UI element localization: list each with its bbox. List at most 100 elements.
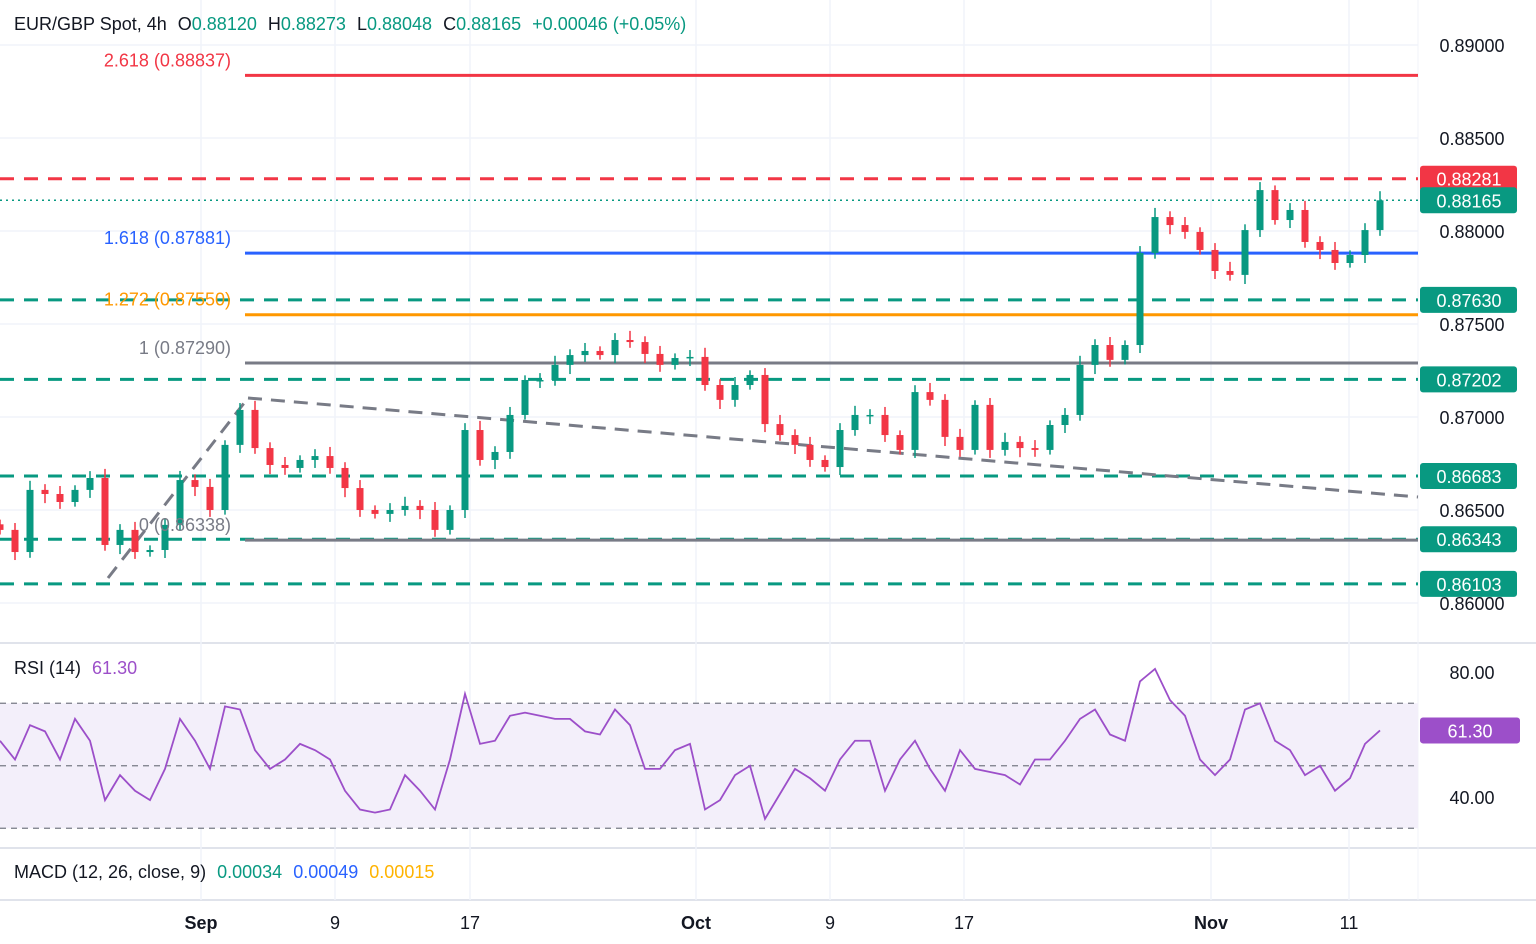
candle-body [581, 350, 589, 356]
price-tag-text: 0.87202 [1436, 370, 1501, 390]
candle-body [536, 379, 544, 382]
candle-body [881, 414, 889, 436]
price-axis[interactable]: 80.00 40.00 61.30 0.89000 0.88500 0.88000 0.87… [1420, 36, 1520, 808]
rsi-tick: 80.00 [1449, 663, 1494, 683]
symbol-title: EUR/GBP Spot, 4h [14, 14, 167, 34]
candle-body [431, 510, 439, 530]
candle-body [1106, 345, 1114, 360]
change-value: +0.00046 (+0.05%) [532, 14, 687, 34]
candle-body [551, 364, 559, 380]
rsi-legend: RSI (14) 61.30 [14, 658, 143, 679]
candle-body [101, 478, 109, 545]
candle-body [0, 524, 4, 530]
price-tag-text: 0.86343 [1436, 530, 1501, 550]
candle-body [596, 350, 604, 356]
macd-value: 0.00034 [217, 862, 283, 882]
time-tick: 9 [330, 913, 340, 933]
candle-body [176, 480, 184, 525]
price-tick: 0.87500 [1439, 315, 1504, 335]
candle-body [356, 488, 364, 510]
candle-body [701, 356, 709, 386]
candle-body [866, 414, 874, 417]
horizontal-levels [0, 177, 1418, 586]
candle-body [911, 392, 919, 450]
candle-body [1241, 230, 1249, 275]
candle-body [1046, 424, 1054, 450]
price-tag-0.88281 [1420, 165, 1517, 192]
time-tick: 9 [825, 913, 835, 933]
candle-body [1301, 209, 1309, 242]
candle-body [161, 524, 169, 550]
candle-body [1001, 441, 1009, 450]
price-tick: 0.86000 [1439, 594, 1504, 614]
candle-body [776, 424, 784, 436]
price-tick: 0.88000 [1439, 222, 1504, 242]
fibonacci-levels [245, 73, 1418, 542]
candle-body [641, 342, 649, 354]
price-tag-0.86103 [1420, 570, 1517, 597]
candle-body [401, 505, 409, 510]
candle-body [251, 409, 259, 449]
candle-body [281, 464, 289, 468]
price-tick: 0.89000 [1439, 36, 1504, 56]
candle-body [746, 374, 754, 386]
close-value: 0.88165 [456, 14, 522, 34]
fib-label: 1.272 (0.87550) [104, 290, 231, 310]
time-tick: Nov [1194, 913, 1228, 933]
candle-body [1271, 190, 1279, 221]
candle-body [1151, 217, 1159, 253]
candle-body [326, 456, 334, 468]
candle-body [671, 358, 679, 365]
candle-body [656, 353, 664, 365]
candle-body [266, 448, 274, 465]
macd-legend: MACD (12, 26, close, 9) 0.00034 0.00049 … [14, 862, 440, 883]
time-tick: Oct [681, 913, 711, 933]
candle-body [791, 435, 799, 445]
candle-body [341, 467, 349, 489]
candle-body [731, 385, 739, 400]
candles [0, 182, 1384, 561]
fib-label: 1.618 (0.87881) [104, 228, 231, 248]
low-label: L [356, 14, 367, 34]
candle-body [1346, 254, 1354, 263]
rsi-panel [0, 667, 1418, 829]
price-tick: 0.86500 [1439, 501, 1504, 521]
candle-body [761, 374, 769, 425]
candle-body [986, 404, 994, 450]
price-tag-text: 0.88165 [1436, 191, 1501, 211]
fib-labels: 2.618 (0.88837) 1.618 (0.87881) 1.272 (0.8… [104, 50, 231, 535]
candle-body [461, 430, 469, 510]
trend-line-falling[interactable] [247, 396, 1419, 499]
candle-body [221, 444, 229, 510]
price-tag-0.87630 [1420, 286, 1517, 313]
rsi-tag-text: 61.30 [1447, 721, 1492, 741]
price-tag-0.86343 [1420, 526, 1517, 553]
candle-body [1121, 345, 1129, 360]
candle-body [1256, 190, 1264, 231]
candle-body [71, 489, 79, 503]
candle-body [896, 435, 904, 450]
symbol-legend: EUR/GBP Spot, 4h O0.88120 H0.88273 L0.88… [14, 14, 692, 35]
close-label: C [443, 14, 457, 34]
candle-body [1076, 364, 1084, 415]
candle-body [1181, 225, 1189, 232]
candle-body [956, 436, 964, 450]
candle-body [1016, 441, 1024, 449]
trend-line-rising[interactable] [106, 397, 250, 579]
candle-body [236, 409, 244, 445]
candle-body [146, 549, 154, 553]
candle-body [476, 430, 484, 460]
open-label: O [177, 14, 192, 34]
price-tag-text: 0.87630 [1436, 291, 1501, 311]
time-tick: Sep [184, 913, 217, 933]
candle-body [1031, 448, 1039, 450]
candle-body [386, 510, 394, 514]
fib-label: 1 (0.87290) [139, 338, 231, 358]
time-axis[interactable]: Sep 9 17 Oct 9 17 Nov 11 [184, 913, 1358, 933]
trend-lines [106, 396, 1419, 579]
histogram-value: 0.00015 [369, 862, 435, 882]
candle-body [86, 478, 94, 490]
candle-body [1196, 231, 1204, 250]
open-value: 0.88120 [191, 14, 257, 34]
